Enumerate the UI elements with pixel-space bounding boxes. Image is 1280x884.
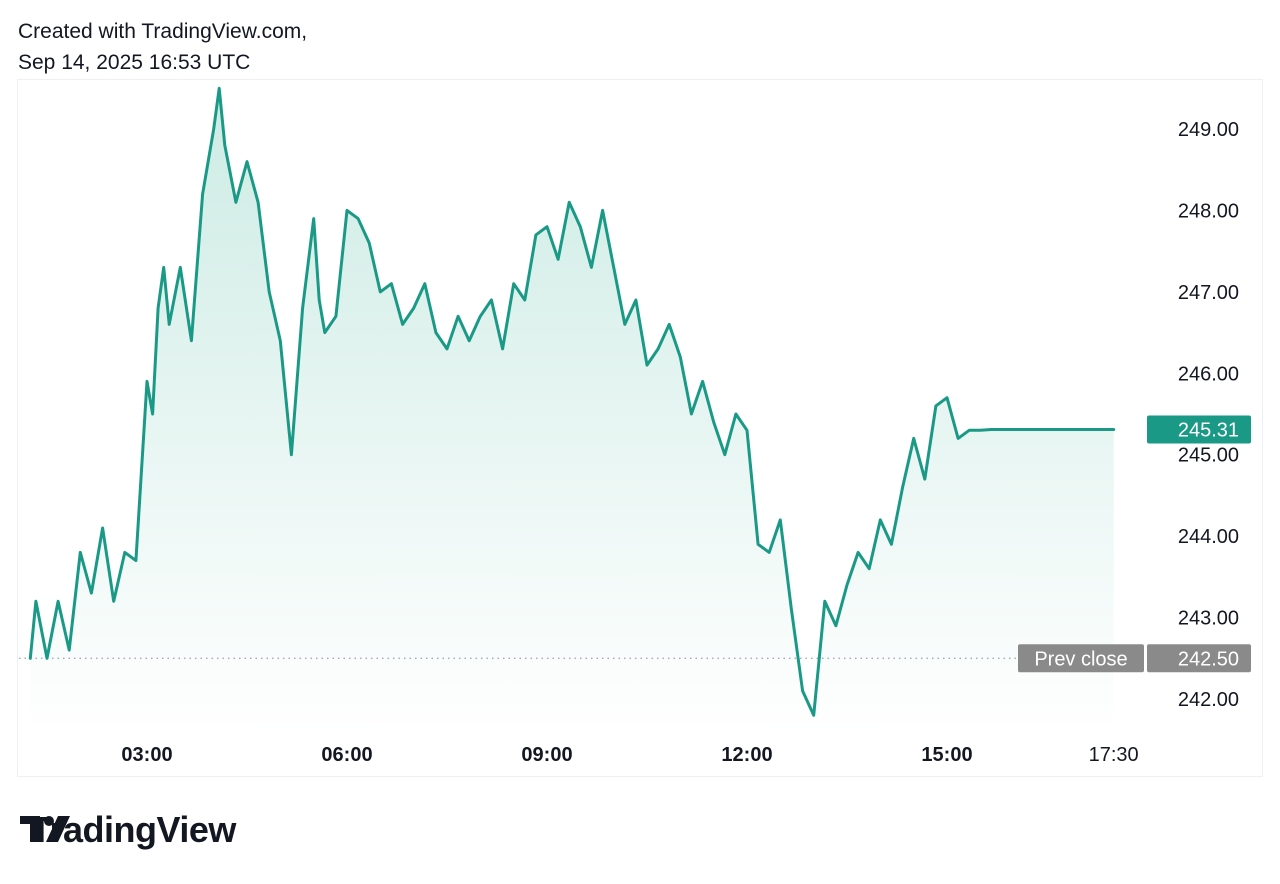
x-tick-label: 09:00 [521,744,572,766]
y-tick-label: 243.00 [1178,608,1239,630]
tradingview-logo-icon [20,816,70,842]
y-tick-label: 248.00 [1178,200,1239,222]
y-tick-label: 247.00 [1178,282,1239,304]
x-tick-label: 15:00 [921,744,972,766]
attribution-line-1: Created with TradingView.com, [18,20,308,43]
price-area-fill [30,88,1114,736]
x-tick-label: 03:00 [121,744,172,766]
y-tick-label: 245.00 [1178,445,1239,467]
last-price-label: 245.31 [1178,419,1239,441]
price-line [28,86,1116,717]
prev-close-value-badge [1147,644,1251,673]
attribution-line-2: Sep 14, 2025 16:53 UTC [18,51,251,74]
y-tick-label: 244.00 [1178,526,1239,548]
tradingview-logo[interactable]: TradingView [20,810,236,850]
y-tick-label: 249.00 [1178,119,1239,141]
prev-close-badge [1018,644,1144,673]
x-tick-label: 17:30 [1089,744,1139,766]
last-price-badge [1147,415,1251,444]
prev-close-label: Prev close [1034,648,1127,670]
y-tick-label: 246.00 [1178,363,1239,385]
x-tick-label: 06:00 [321,744,372,766]
prev-close-value: 242.50 [1178,648,1239,670]
y-tick-label: 242.00 [1178,689,1239,711]
chart-panel [17,79,1263,777]
x-tick-label: 12:00 [721,744,772,766]
chart-attribution: Created with TradingView.com, Sep 14, 20… [18,16,307,78]
